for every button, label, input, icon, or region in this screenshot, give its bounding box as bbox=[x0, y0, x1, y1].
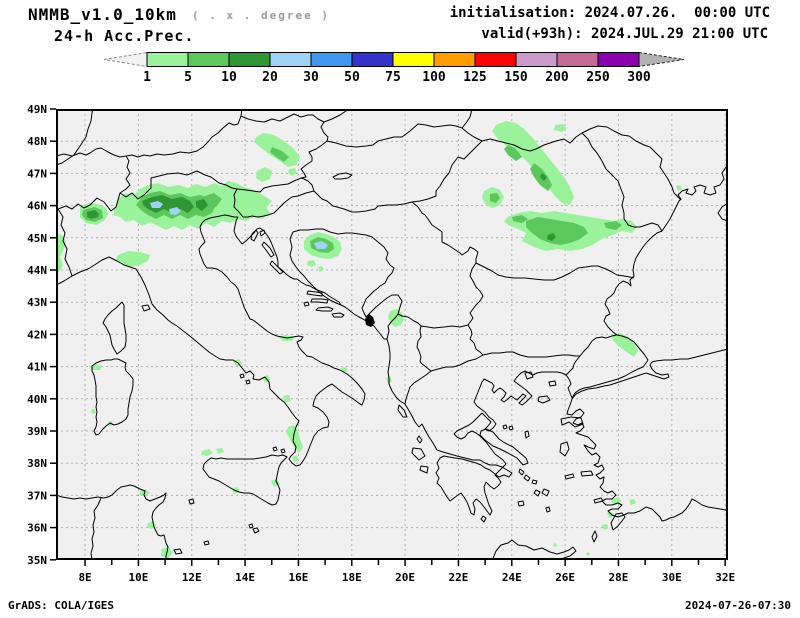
graticule bbox=[56, 109, 728, 560]
lat-axis-label: 45N bbox=[27, 232, 47, 245]
colorbar-tick-label: 200 bbox=[545, 70, 569, 85]
colorbar-tick-label: 10 bbox=[221, 70, 237, 85]
lon-axis-label: 12E bbox=[182, 571, 202, 584]
colorbar-tick-label: 300 bbox=[627, 70, 651, 85]
colorbar-segment bbox=[310, 52, 353, 67]
lake-fill bbox=[365, 314, 375, 327]
lat-axis-label: 40N bbox=[27, 393, 47, 406]
lon-axis-label: 30E bbox=[662, 571, 682, 584]
colorbar-segment bbox=[474, 52, 517, 67]
colorbar-tick-label: 100 bbox=[422, 70, 446, 85]
colorbar-tick-label: 150 bbox=[504, 70, 528, 85]
lat-axis-label: 47N bbox=[27, 167, 47, 180]
lon-axis-label: 18E bbox=[342, 571, 362, 584]
colorbar-tick-label: 50 bbox=[344, 70, 360, 85]
init-time-label: initialisation: 2024.07.26. 00:00 UTC bbox=[449, 5, 770, 21]
colorbar-segment bbox=[556, 52, 599, 67]
colorbar-segment bbox=[269, 52, 312, 67]
colorbar-tick-label: 1 bbox=[143, 70, 151, 85]
lon-axis-label: 22E bbox=[449, 571, 469, 584]
colorbar-segment bbox=[351, 52, 394, 67]
lat-axis-label: 38N bbox=[27, 457, 47, 470]
lat-axis-label: 39N bbox=[27, 425, 47, 438]
lon-axis-label: 14E bbox=[235, 571, 255, 584]
model-title: NMMB_v1.0_10km bbox=[28, 5, 177, 24]
coastlines bbox=[56, 163, 728, 560]
axis-labels: 49N 48N 47N 46N 45N 44N 43N 42N 41N 40N 39N 38N 37N 3… bbox=[27, 103, 735, 584]
lon-axis-label: 32E bbox=[715, 571, 735, 584]
lat-axis-label: 43N bbox=[27, 296, 47, 309]
product-title: 24-h Acc.Prec. bbox=[54, 27, 195, 45]
lat-axis-label: 36N bbox=[27, 522, 47, 535]
lon-axis-label: 16E bbox=[288, 571, 308, 584]
colorbar-tick-label: 250 bbox=[586, 70, 610, 85]
lon-axis-label: 26E bbox=[555, 571, 575, 584]
colorbar-segment bbox=[392, 52, 435, 67]
lon-axis-label: 28E bbox=[609, 571, 629, 584]
grads-credit: GrADS: COLA/IGES bbox=[8, 599, 114, 612]
map-canvas bbox=[56, 109, 728, 560]
islands bbox=[91, 172, 626, 560]
lon-axis-label: 8E bbox=[78, 571, 91, 584]
precip-colorbar: 1 5 10 20 30 50 75 100 125 150 200 250 300 bbox=[103, 51, 685, 85]
lat-axis-label: 49N bbox=[27, 103, 47, 116]
colorbar-tick-label: 5 bbox=[184, 70, 192, 85]
lat-axis-label: 48N bbox=[27, 135, 47, 148]
colorbar-segment bbox=[597, 52, 640, 67]
lon-axis-label: 20E bbox=[395, 571, 415, 584]
lon-axis-label: 10E bbox=[128, 571, 148, 584]
lat-axis-label: 44N bbox=[27, 264, 47, 277]
map-plot: 49N 48N 47N 46N 45N 44N 43N 42N 41N 40N 39N 38N 37N 3… bbox=[27, 103, 735, 584]
lat-axis-label: 37N bbox=[27, 489, 47, 502]
precip-shading bbox=[56, 121, 682, 558]
axis-ticks bbox=[50, 108, 726, 566]
lat-axis-label: 46N bbox=[27, 200, 47, 213]
colorbar-tick-label: 20 bbox=[262, 70, 278, 85]
lon-axis-label: 24E bbox=[502, 571, 522, 584]
lat-axis-label: 41N bbox=[27, 361, 47, 374]
colorbar-tick-label: 125 bbox=[463, 70, 486, 85]
colorbar-over-arrow bbox=[638, 51, 685, 68]
country-borders bbox=[56, 109, 682, 560]
lat-axis-label: 35N bbox=[27, 554, 47, 567]
colorbar-segment bbox=[228, 52, 271, 67]
colorbar-segment bbox=[187, 52, 230, 67]
map-frame bbox=[56, 109, 728, 560]
lat-axis-label: 42N bbox=[27, 328, 47, 341]
creation-timestamp: 2024-07-26-07:30 bbox=[685, 599, 791, 612]
grid-resolution-note: ( . x . degree ) bbox=[192, 9, 330, 22]
colorbar-tick-label: 75 bbox=[385, 70, 401, 85]
colorbar-under-arrow bbox=[103, 51, 148, 68]
colorbar-segment bbox=[146, 52, 189, 67]
valid-time-label: valid(+93h): 2024.JUL.29 21:00 UTC bbox=[481, 26, 768, 42]
colorbar-segment bbox=[433, 52, 476, 67]
colorbar-tick-label: 30 bbox=[303, 70, 319, 85]
colorbar-segment bbox=[515, 52, 558, 67]
